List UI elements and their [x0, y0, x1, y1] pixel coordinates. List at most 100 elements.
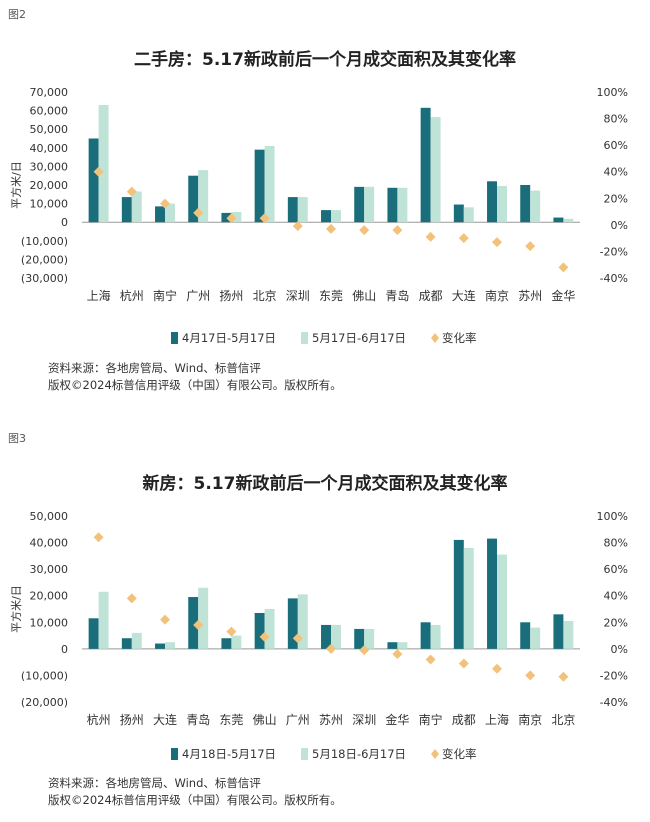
y-tick-label: 30,000	[30, 160, 69, 173]
bar	[520, 622, 531, 649]
bar	[321, 624, 331, 649]
bar	[287, 197, 298, 223]
legend-swatch	[171, 332, 178, 344]
rate-marker	[392, 649, 403, 660]
copyright-note: 版权©2024标普信用评级（中国）有限公司。版权所有。	[48, 793, 342, 807]
bar	[463, 547, 474, 649]
bar	[221, 638, 232, 649]
rate-marker	[425, 654, 436, 665]
figure-label: 图2	[8, 8, 26, 21]
bar	[497, 185, 507, 223]
bar	[297, 594, 308, 649]
legend-label: 4月18日-5月17日	[182, 747, 276, 761]
bar	[354, 186, 365, 223]
bar	[221, 212, 232, 223]
bar	[563, 218, 574, 223]
rate-marker	[292, 221, 303, 232]
rate-marker	[392, 225, 403, 236]
x-tick-label: 成都	[419, 289, 443, 303]
rate-marker	[492, 663, 502, 674]
bar	[331, 624, 341, 649]
y-tick-label: (20,000)	[21, 253, 68, 266]
bar	[198, 587, 209, 649]
x-tick-label: 广州	[186, 289, 210, 303]
y2-tick-label: 40%	[604, 590, 628, 603]
rate-marker	[93, 532, 104, 543]
y-tick-label: 30,000	[30, 563, 69, 576]
rate-marker	[326, 643, 336, 654]
rate-marker	[226, 626, 237, 637]
x-tick-label: 南宁	[419, 712, 443, 727]
bar	[155, 643, 165, 649]
x-tick-label: 南京	[485, 288, 509, 303]
rate-marker	[458, 658, 469, 669]
bar	[354, 628, 365, 649]
x-tick-label: 金华	[385, 712, 409, 727]
rate-marker	[193, 619, 204, 630]
x-tick-label: 大连	[153, 712, 177, 727]
rate-marker	[326, 223, 336, 234]
y2-tick-label: 80%	[604, 113, 628, 126]
x-tick-label: 上海	[485, 712, 509, 727]
bar	[364, 628, 375, 649]
x-tick-label: 苏州	[518, 289, 542, 303]
rate-marker	[458, 233, 469, 244]
rate-marker	[259, 631, 270, 642]
bar	[121, 197, 132, 223]
bar	[231, 211, 242, 223]
bar	[553, 217, 564, 223]
bar	[155, 206, 165, 223]
y-tick-label: 10,000	[30, 616, 69, 629]
y-tick-label: 40,000	[30, 142, 69, 155]
y2-tick-label: 20%	[604, 616, 628, 629]
x-tick-label: 成都	[452, 713, 476, 727]
rate-marker	[558, 262, 569, 273]
bar	[165, 203, 175, 223]
rate-marker	[259, 213, 270, 224]
x-tick-label: 扬州	[120, 712, 144, 727]
rate-marker	[558, 671, 569, 682]
source-note: 资料来源：各地房管局、Wind、标普信评	[48, 776, 261, 790]
chart-title: 新房：5.17新政前后一个月成交面积及其变化率	[142, 474, 508, 494]
rate-marker	[525, 241, 536, 252]
y-tick-label: 0	[61, 216, 68, 229]
bar	[487, 181, 497, 223]
y-tick-label: (10,000)	[21, 235, 68, 248]
legend-swatch	[431, 333, 439, 343]
x-tick-label: 佛山	[352, 289, 376, 303]
bar	[297, 197, 308, 223]
bar	[88, 138, 99, 223]
rate-marker	[359, 225, 370, 236]
legend-label: 5月17日-6月17日	[312, 331, 406, 345]
bar	[530, 190, 541, 223]
bar	[364, 186, 375, 223]
chart-legend: 4月18日-5月17日 5月18日-6月17日 变化率	[171, 747, 477, 761]
x-tick-label: 南宁	[153, 288, 177, 303]
bar	[264, 145, 275, 223]
bar	[198, 170, 209, 223]
y-tick-label: 0	[61, 643, 68, 656]
bar	[231, 635, 242, 649]
bar	[254, 612, 265, 649]
x-tick-label: 青岛	[186, 712, 210, 727]
x-tick-label: 苏州	[319, 713, 343, 727]
y-tick-label: 70,000	[30, 86, 69, 99]
y2-tick-label: 40%	[604, 166, 628, 179]
legend-swatch	[301, 332, 308, 344]
rate-marker	[160, 198, 170, 209]
bar	[287, 598, 298, 649]
y2-tick-label: -20%	[600, 245, 628, 258]
y-axis-title: 平方米/日	[9, 585, 23, 633]
chart-title: 二手房：5.17新政前后一个月成交面积及其变化率	[134, 50, 516, 70]
y-tick-label: 40,000	[30, 537, 69, 550]
y2-tick-label: 100%	[597, 86, 628, 99]
bar	[497, 554, 507, 649]
legend-label: 5月18日-6月17日	[312, 747, 406, 761]
bar	[430, 117, 441, 223]
bar	[487, 538, 497, 649]
source-note: 资料来源：各地房管局、Wind、标普信评	[48, 361, 261, 375]
x-tick-label: 北京	[551, 713, 575, 727]
bar	[98, 591, 109, 649]
rate-marker	[160, 614, 170, 625]
y-tick-label: 50,000	[30, 123, 69, 136]
